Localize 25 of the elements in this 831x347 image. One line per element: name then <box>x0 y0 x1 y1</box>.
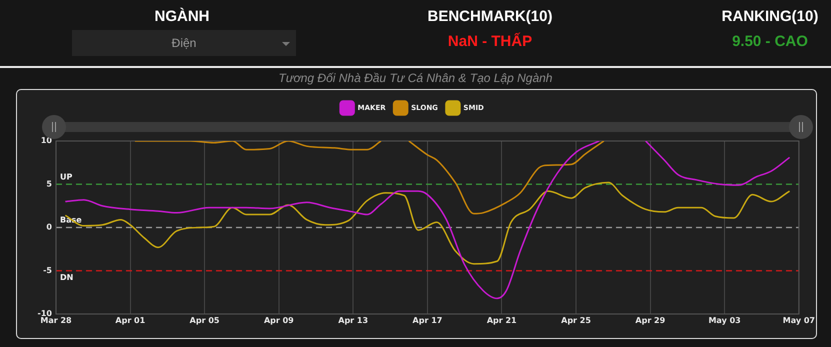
y-tick-label: 10 <box>40 136 52 146</box>
y-tick-label: -5 <box>43 266 52 275</box>
y-tick-label: -10 <box>38 309 52 318</box>
x-tick-label: Apr 29 <box>635 316 666 325</box>
text: NGÀNH <box>154 8 210 25</box>
x-tick-label: Apr 13 <box>338 316 368 325</box>
text: Điện <box>172 36 196 50</box>
text: NaN - THẤP <box>446 33 534 50</box>
ref-line-label: UP <box>60 172 72 182</box>
chart-title: Tương Đối Nhà Đầu Tư Cá Nhân & Tạo Lập Ngành <box>278 71 554 85</box>
text: RANKING(10) <box>720 8 820 25</box>
text: 9.50 - CAO <box>731 33 809 50</box>
x-tick-label: Apr 01 <box>115 316 146 325</box>
x-tick-label: Apr 09 <box>264 316 294 325</box>
text: BENCHMARK(10) <box>426 8 554 25</box>
x-tick-label: May 07 <box>782 316 815 325</box>
x-tick-label: Apr 17 <box>412 316 442 325</box>
ref-line-label: DN <box>60 272 74 282</box>
x-tick-label: Apr 25 <box>561 316 592 325</box>
y-tick-label: 0 <box>46 222 52 232</box>
x-tick-label: Mar 28 <box>40 316 72 325</box>
y-tick-label: 5 <box>46 179 52 188</box>
x-tick-label: Apr 21 <box>486 316 518 325</box>
x-tick-label: Apr 05 <box>190 316 220 325</box>
x-tick-label: May 03 <box>708 316 741 325</box>
